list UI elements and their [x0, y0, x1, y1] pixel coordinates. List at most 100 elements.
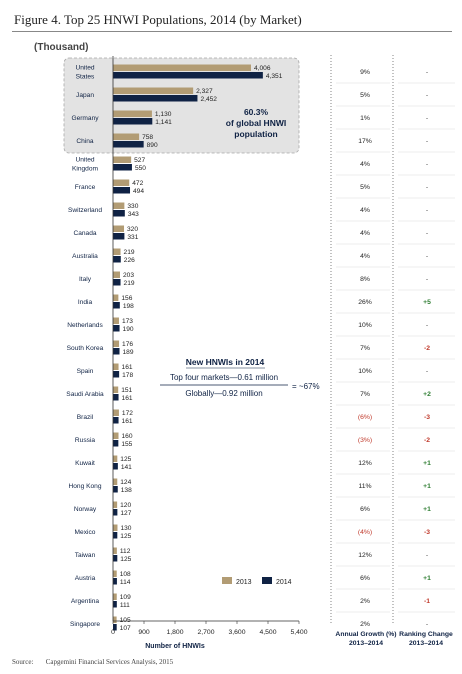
bar-2014-australia: [113, 256, 121, 263]
value-label-2014-kuwait: 141: [121, 464, 132, 471]
bar-2013-china: [113, 133, 140, 140]
annual-growth-russia: (3%): [358, 437, 372, 444]
bar-2013-canada: [113, 225, 125, 232]
category-label-brazil: Brazil: [77, 414, 94, 421]
value-label-2013-mexico: 130: [120, 525, 131, 532]
ranking-change-france: -: [426, 184, 428, 191]
bar-2013-mexico: [113, 524, 118, 531]
ranking-change-kuwait: +1: [423, 460, 431, 467]
value-label-2013-spain: 161: [122, 364, 133, 371]
value-label-2014-saudi-arabia: 161: [122, 395, 133, 402]
bar-2013-kuwait: [113, 455, 118, 462]
value-label-2014-spain: 178: [122, 372, 133, 379]
annual-growth-germany: 1%: [360, 115, 370, 122]
bar-2014-spain: [113, 371, 120, 378]
category-label-kuwait: Kuwait: [75, 460, 95, 467]
value-label-2013-russia: 160: [122, 433, 133, 440]
top-four-highlight: [63, 57, 300, 154]
value-label-2013-south-korea: 176: [122, 341, 133, 348]
ranking-change-switzerland: -: [426, 207, 428, 214]
callout-title: New HNWIs in 2014: [186, 357, 265, 367]
category-label-india: India: [78, 299, 93, 306]
category-label-japan: Japan: [76, 92, 94, 99]
annual-growth-australia: 4%: [360, 253, 370, 260]
bar-2014-japan: [113, 95, 198, 102]
bar-2013-spain: [113, 363, 119, 370]
ranking-change-germany: -: [426, 115, 428, 122]
figure-title: Figure 4. Top 25 HNWI Populations, 2014 …: [14, 12, 302, 27]
callout-denominator: Globally—0.92 million: [185, 389, 262, 398]
category-label-united-states: United: [75, 65, 94, 72]
bar-2014-kuwait: [113, 463, 118, 470]
annual-growth-italy: 8%: [360, 276, 370, 283]
value-label-2014-argentina: 111: [120, 602, 130, 609]
bar-2014-russia: [113, 440, 119, 447]
ranking-change-austria: +1: [423, 575, 431, 582]
value-label-2014-canada: 331: [127, 234, 138, 241]
category-label-singapore: Singapore: [70, 621, 100, 628]
value-label-2013-singapore: 105: [120, 617, 131, 624]
ranking-change-china: -: [426, 138, 428, 145]
annual-growth-united-states: 9%: [360, 69, 370, 76]
value-label-2013-india: 156: [121, 295, 132, 302]
growth-header: Annual Growth (%): [335, 631, 396, 638]
value-label-2013-taiwan: 112: [120, 548, 131, 555]
value-label-2013-italy: 203: [123, 272, 134, 279]
ranking-change-brazil: -3: [424, 414, 430, 421]
source-text: Capgemini Financial Services Analysis, 2…: [45, 658, 174, 666]
category-label-saudi-arabia: Saudi Arabia: [66, 391, 104, 398]
value-label-2014-singapore: 107: [120, 625, 131, 632]
annual-growth-south-korea: 7%: [360, 345, 370, 352]
ranking-change-mexico: -3: [424, 529, 430, 536]
category-label-france: France: [75, 184, 96, 191]
category-label-switzerland: Switzerland: [68, 207, 102, 214]
value-label-2014-netherlands: 190: [123, 326, 134, 333]
category-label-argentina: Argentina: [71, 598, 100, 605]
value-label-2013-canada: 320: [127, 226, 138, 233]
value-label-2013-australia: 219: [124, 249, 135, 256]
annual-growth-japan: 5%: [360, 92, 370, 99]
title-rule: [12, 31, 452, 32]
annual-growth-india: 26%: [358, 299, 372, 306]
bar-2014-argentina: [113, 601, 117, 608]
category-label-spain: Spain: [77, 368, 94, 375]
ranking-change-singapore: -: [426, 621, 428, 628]
bar-2013-argentina: [113, 593, 117, 600]
growth-header-period: 2013–2014: [349, 640, 383, 647]
bar-2013-netherlands: [113, 317, 119, 324]
value-label-2014-brazil: 161: [122, 418, 133, 425]
callout-numerator: Top four markets—0.61 million: [170, 373, 278, 382]
ranking-change-norway: +1: [423, 506, 431, 513]
value-label-2014-germany: 1,141: [155, 119, 172, 126]
value-label-2014-russia: 155: [121, 441, 132, 448]
value-label-2014-italy: 219: [124, 280, 135, 287]
category-label-united-kingdom: United: [75, 157, 94, 164]
ranking-change-hong-kong: +1: [423, 483, 431, 490]
bar-2013-saudi-arabia: [113, 386, 119, 393]
callout-result: = ~67%: [292, 382, 320, 391]
bar-2014-india: [113, 302, 120, 309]
rank-header: Ranking Change: [399, 631, 453, 638]
bar-2013-united-states: [113, 64, 251, 71]
ranking-change-taiwan: -: [426, 552, 428, 559]
bar-2013-singapore: [113, 616, 117, 623]
bar-2013-australia: [113, 248, 121, 255]
bar-2013-brazil: [113, 409, 119, 416]
category-label-norway: Norway: [74, 506, 97, 513]
bar-2013-italy: [113, 271, 120, 278]
ranking-change-saudi-arabia: +2: [423, 391, 431, 398]
value-label-2014-austria: 114: [120, 579, 131, 586]
legend-swatch-2013: [222, 577, 232, 584]
legend-label-2013: 2013: [236, 579, 252, 586]
x-axis-label: Number of HNWIs: [145, 643, 205, 650]
bar-2013-germany: [113, 110, 152, 117]
bar-2013-austria: [113, 570, 117, 577]
highlight-percent: 60.3%: [244, 107, 269, 117]
value-label-2014-france: 494: [133, 188, 144, 195]
ranking-change-japan: -: [426, 92, 428, 99]
category-label-united-states: States: [76, 74, 95, 81]
annual-growth-hong-kong: 11%: [358, 483, 371, 490]
ranking-change-australia: -: [426, 253, 428, 260]
bar-2014-hong-kong: [113, 486, 118, 493]
bar-2014-united-kingdom: [113, 164, 132, 171]
